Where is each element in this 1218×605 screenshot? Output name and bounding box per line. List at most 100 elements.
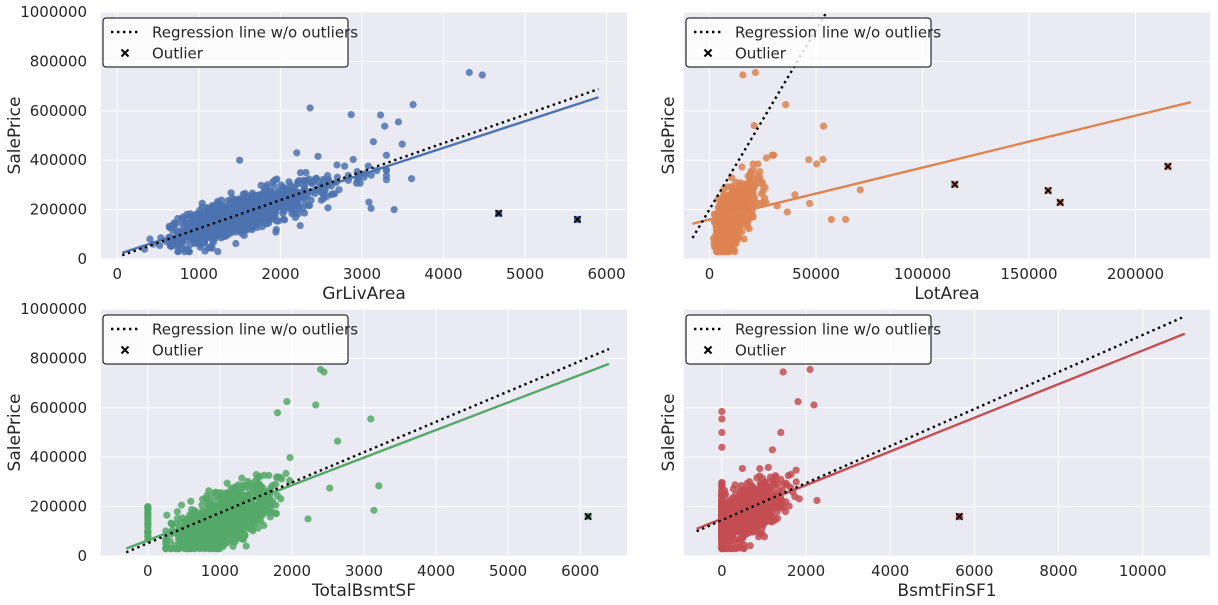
scatter-point (258, 504, 267, 512)
x-tick-label: 2000 (787, 562, 825, 580)
scatter-point (717, 207, 725, 216)
scatter-point (183, 232, 191, 241)
scatter-point (382, 151, 391, 159)
scatter-point (205, 487, 213, 495)
scatter-point (252, 470, 260, 479)
scatter-point (718, 497, 726, 505)
plot-content (125, 347, 610, 554)
y-tick-label: 200000 (30, 201, 87, 219)
scatter-point (726, 238, 734, 247)
scatter-point (764, 508, 772, 517)
scatter-point (198, 199, 206, 207)
scatter-point (205, 503, 214, 511)
scatter-point (201, 247, 209, 255)
legend-box (685, 17, 932, 68)
scatter-point (257, 215, 266, 224)
x-tick-label: 150000 (1000, 265, 1057, 283)
scatter-point (295, 177, 303, 185)
scatter-point (785, 502, 793, 510)
scatter-point (280, 215, 288, 223)
scatter-point (773, 507, 781, 516)
scatter-point (221, 502, 229, 511)
scatter-point (744, 524, 752, 532)
scatter-point (768, 476, 777, 484)
scatter-point (409, 101, 417, 109)
scatter-point (739, 71, 747, 79)
y-tick-label: 600000 (30, 102, 87, 120)
scatter-point (267, 500, 275, 508)
scatter-point (272, 509, 280, 518)
x-tick-label: 200000 (1107, 265, 1164, 283)
scatter-point (162, 534, 170, 542)
x-tick-label: 6000 (955, 562, 993, 580)
scatter-point (169, 221, 177, 229)
scatter-point (735, 536, 743, 544)
scatter-point (225, 495, 233, 503)
scatter-point (290, 204, 298, 212)
x-tick-label: 2000 (273, 562, 311, 580)
scatter-point (782, 101, 790, 109)
scatter-point (367, 171, 375, 179)
scatter-point (750, 122, 758, 130)
scatter-point (794, 398, 802, 406)
scatter-point (333, 161, 341, 169)
scatter-point (182, 537, 190, 545)
scatter-point (144, 509, 152, 517)
scatter-point (183, 221, 192, 230)
scatter-point (260, 471, 268, 479)
regression-line (692, 100, 1192, 225)
scatter-point (758, 181, 766, 189)
scatter-point (733, 213, 741, 221)
scatter-point (220, 523, 228, 531)
scatter-point (162, 539, 170, 547)
scatter-point (376, 111, 385, 119)
scatter-point (331, 190, 339, 198)
scatter-point (212, 538, 220, 546)
y-axis-label: SalePrice (5, 97, 25, 175)
scatter-point (719, 222, 727, 230)
scatter-point (349, 155, 357, 164)
x-tick-label: 3000 (345, 562, 383, 580)
y-tick-label: 0 (77, 547, 87, 565)
subplot-totalbsmtsf: 0 1000 2000 3000 4000 5000 6000 0 200000 400000 60… (5, 300, 627, 601)
scatter-point (296, 169, 305, 177)
legend-label-regression: Regression line w/o outliers (735, 24, 941, 42)
scatter-point (718, 443, 726, 451)
scatter-point (759, 187, 767, 195)
scatter-points (144, 365, 383, 553)
scatter-point (367, 204, 375, 212)
scatter-point (740, 235, 748, 243)
scatter-point (181, 518, 190, 526)
scatter-point (856, 186, 864, 194)
x-tick-label: 0 (717, 562, 727, 580)
scatter-point (381, 122, 389, 130)
scatter-point (792, 466, 800, 474)
x-tick-label: 5000 (489, 562, 527, 580)
regression-line (696, 332, 1186, 530)
scatter-point (805, 156, 813, 164)
x-tick-label: 6000 (561, 562, 599, 580)
scatter-point (375, 482, 383, 490)
scatter-point (192, 216, 200, 224)
subplot-lotarea: 0 50000 100000 150000 200000 LotArea SalePrice… (659, 11, 1210, 304)
scatter-point (244, 491, 252, 499)
scatter-point (163, 511, 171, 519)
plot-content (696, 315, 1186, 553)
legend-label-outlier: Outlier (735, 342, 787, 360)
scatter-point (203, 510, 212, 518)
scatter-point (174, 543, 183, 551)
scatter-point (746, 173, 754, 181)
scatter-point (205, 524, 214, 532)
scatter-point (741, 184, 749, 192)
scatter-point (272, 225, 280, 234)
outlier-marker (1164, 162, 1172, 171)
scatter-point (333, 437, 342, 445)
legend-box (102, 314, 349, 365)
scatter-point (273, 492, 282, 500)
scatter-point (300, 209, 309, 217)
scatter-point (198, 501, 206, 509)
scatter-point (748, 196, 756, 204)
scatter-point (206, 233, 214, 241)
scatter-point (169, 520, 177, 529)
regression-line-wo-outliers (691, 12, 828, 239)
